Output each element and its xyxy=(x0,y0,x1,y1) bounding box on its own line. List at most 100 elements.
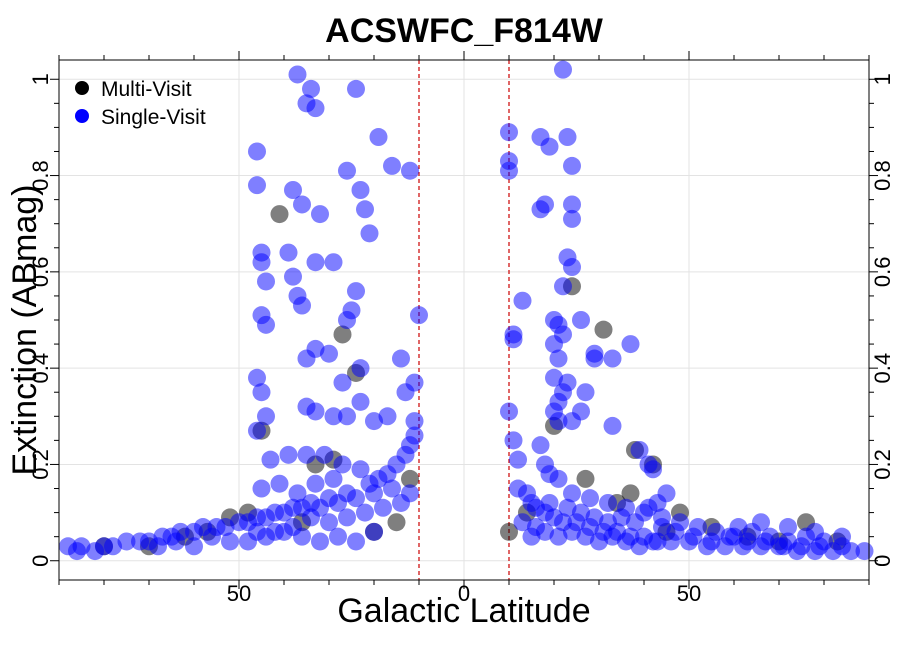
single-visit-point xyxy=(545,368,563,387)
y-tick-label-right: 0.8 xyxy=(870,160,895,191)
single-visit-point xyxy=(356,503,374,522)
single-visit-point xyxy=(513,513,532,532)
single-visit-point xyxy=(563,156,581,175)
single-visit-point xyxy=(617,532,635,551)
single-visit-point xyxy=(558,128,577,147)
series-multi-visit xyxy=(95,205,847,556)
single-visit-point xyxy=(603,349,622,368)
single-visit-point xyxy=(275,503,293,522)
single-visit-point xyxy=(572,503,590,522)
single-visit-point xyxy=(563,484,581,503)
single-visit-point xyxy=(351,359,370,378)
legend-marker-single-visit xyxy=(75,109,89,123)
single-visit-point xyxy=(549,412,568,431)
single-visit-point xyxy=(351,460,370,479)
multi-visit-point xyxy=(576,469,595,488)
single-visit-point xyxy=(320,344,338,363)
single-visit-point xyxy=(500,161,518,180)
y-tick-label-right: 0.4 xyxy=(870,353,895,384)
single-visit-point xyxy=(572,311,590,329)
x-axis-label: Galactic Latitude xyxy=(337,592,590,630)
single-visit-point xyxy=(549,349,568,368)
single-visit-point xyxy=(401,161,419,180)
single-visit-point xyxy=(347,79,365,98)
single-visit-point xyxy=(279,243,298,262)
single-visit-point xyxy=(261,450,280,469)
single-visit-point xyxy=(779,518,797,537)
single-visit-point xyxy=(302,79,320,98)
legend: Multi-Visit Single-Visit xyxy=(75,78,206,129)
single-visit-point xyxy=(504,431,523,450)
multi-visit-point xyxy=(500,522,518,541)
single-visit-point xyxy=(117,532,136,551)
single-visit-point xyxy=(347,489,365,508)
single-visit-point xyxy=(306,253,325,272)
single-visit-point xyxy=(585,344,604,363)
single-visit-point xyxy=(563,195,581,214)
single-visit-point xyxy=(509,450,527,469)
single-visit-point xyxy=(338,508,356,527)
single-visit-point xyxy=(576,527,595,546)
single-visit-point xyxy=(599,493,617,512)
multi-visit-point xyxy=(333,325,352,344)
single-visit-point xyxy=(576,383,595,402)
single-visit-point xyxy=(216,518,235,537)
single-visit-point xyxy=(315,445,334,464)
single-visit-point xyxy=(257,407,275,426)
single-visit-point xyxy=(306,339,325,358)
legend-marker-multi-visit xyxy=(75,81,89,95)
single-visit-point xyxy=(302,508,320,527)
single-visit-point xyxy=(639,498,658,517)
data-points xyxy=(59,60,874,561)
single-visit-point xyxy=(221,532,239,551)
single-visit-point xyxy=(500,402,518,421)
multi-visit-point xyxy=(270,205,289,224)
y-tick-label-right: 0.6 xyxy=(870,257,895,288)
single-visit-point xyxy=(599,513,617,532)
axes: 50 0 50 0 0 0.2 0.2 0.4 0.4 0.6 0.6 0.8 0.8 1 1 xyxy=(28,51,895,606)
single-visit-point xyxy=(630,537,649,556)
single-visit-point xyxy=(324,407,343,426)
single-visit-point xyxy=(504,330,523,349)
single-visit-point xyxy=(756,532,775,551)
x-tick-label: 50 xyxy=(227,581,251,606)
series-single-visit xyxy=(59,60,874,561)
single-visit-point xyxy=(392,349,410,368)
single-visit-point xyxy=(752,513,770,532)
single-visit-point xyxy=(581,489,599,508)
y-tick-label-left: 0.2 xyxy=(28,449,53,480)
single-visit-point xyxy=(333,373,352,392)
single-visit-point xyxy=(612,508,631,527)
single-visit-point xyxy=(288,65,307,84)
single-visit-point xyxy=(549,527,568,546)
y-axis-label: Extinction (ABmag) xyxy=(6,185,44,476)
multi-visit-point xyxy=(401,469,419,488)
single-visit-point xyxy=(252,253,271,272)
single-visit-point xyxy=(293,195,311,214)
single-visit-point xyxy=(603,527,622,546)
single-visit-point xyxy=(405,373,424,392)
single-visit-point xyxy=(351,392,370,411)
single-visit-point xyxy=(644,532,662,551)
single-visit-point xyxy=(630,441,649,459)
single-visit-point xyxy=(270,474,289,493)
single-visit-point xyxy=(252,479,271,498)
single-visit-point xyxy=(248,522,266,541)
single-visit-point xyxy=(338,161,356,180)
single-visit-point xyxy=(500,123,518,142)
single-visit-point xyxy=(549,469,568,488)
multi-visit-point xyxy=(621,484,640,503)
single-visit-point xyxy=(68,542,86,561)
single-visit-point xyxy=(563,209,581,228)
single-visit-point xyxy=(149,537,167,556)
single-visit-point xyxy=(338,407,356,426)
single-visit-point xyxy=(540,137,559,156)
single-visit-point xyxy=(792,537,811,556)
single-visit-point xyxy=(185,537,203,556)
single-visit-point xyxy=(626,513,644,532)
grid xyxy=(59,60,869,580)
single-visit-point xyxy=(806,522,824,541)
single-visit-point xyxy=(347,282,365,301)
y-tick-label-left: 0.8 xyxy=(28,160,53,191)
